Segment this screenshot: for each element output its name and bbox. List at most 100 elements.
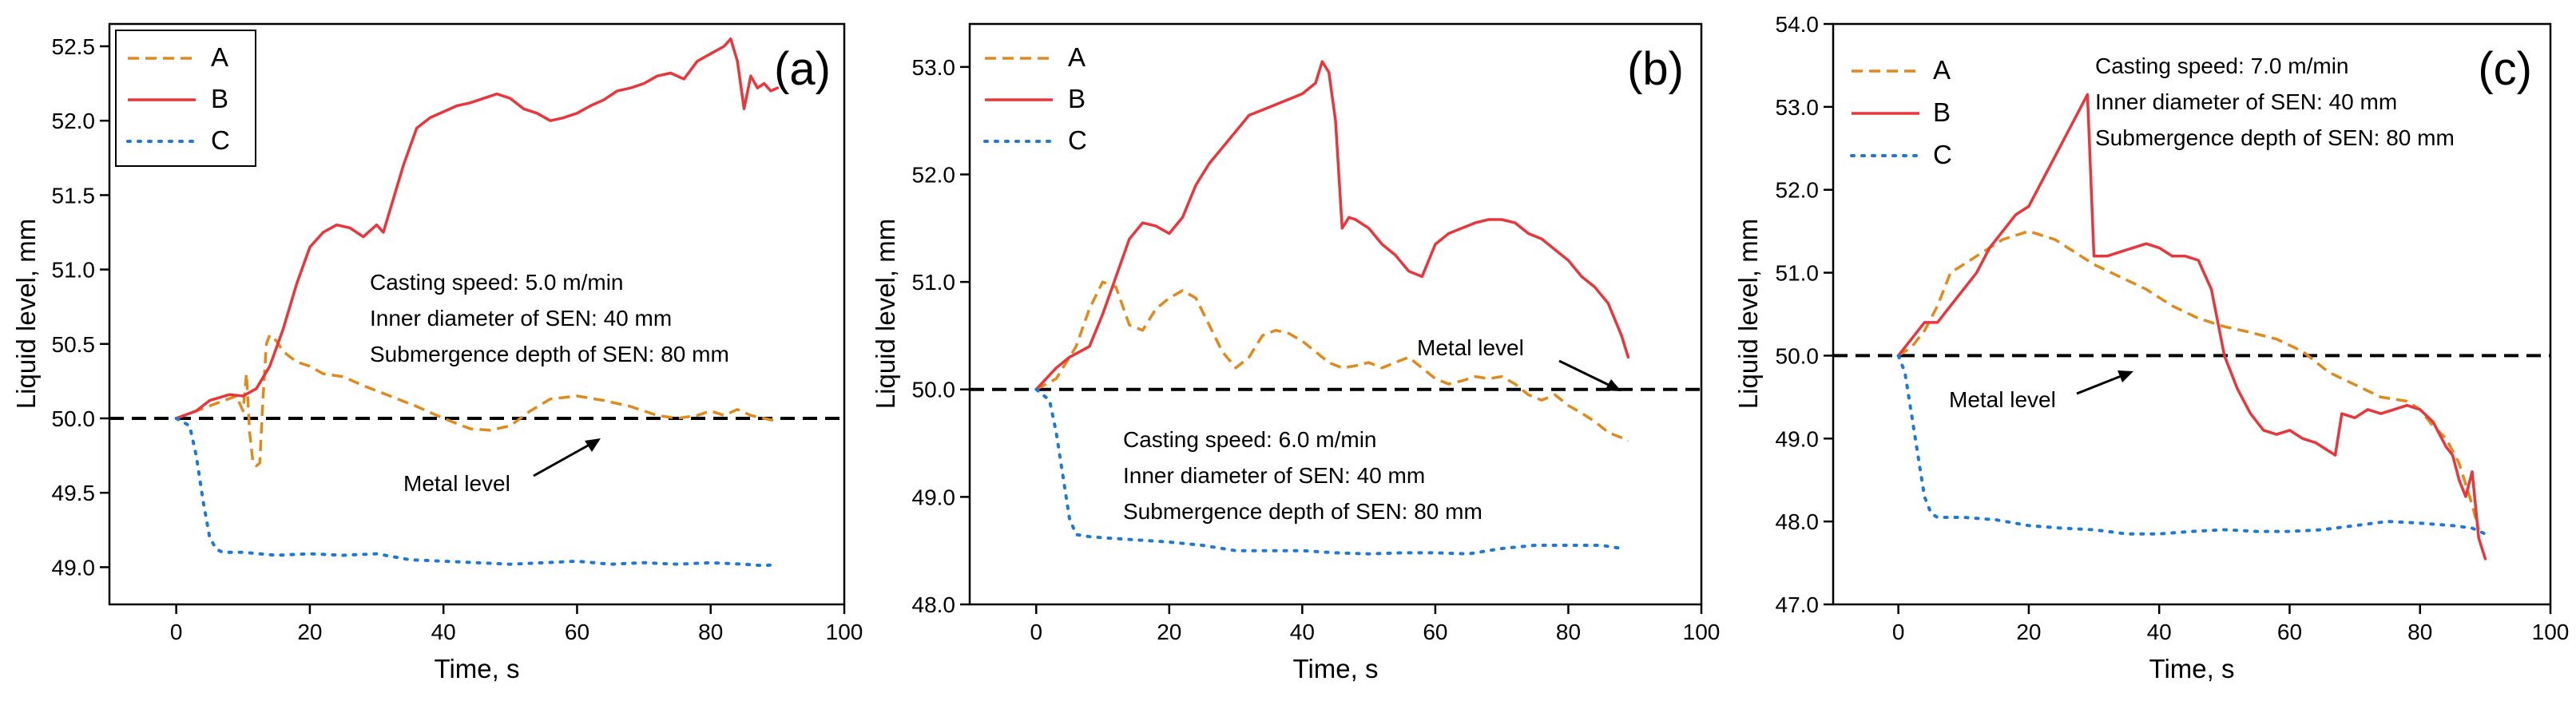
annotation-submergence-depth-a: Submergence depth of SEN: 80 mm	[370, 342, 729, 366]
series-b-line-c	[1896, 93, 2487, 560]
x-tick-label-b-3: 60	[1423, 620, 1447, 644]
x-tick-label-a-0: 0	[170, 620, 183, 644]
x-axis-c: 0 20 40 60 80 100	[1892, 604, 2570, 644]
panel-label-c: (c)	[2478, 43, 2532, 95]
x-tick-label-c-2: 40	[2147, 620, 2172, 644]
legend-box-c	[1839, 42, 1976, 177]
legend-label-series-c: C	[1068, 125, 1087, 155]
legend-label-series-c: C	[211, 125, 230, 155]
series-b-line-a	[174, 37, 780, 420]
y-tick-label-c-7: 54.0	[1776, 12, 1820, 37]
series-b-line-b	[1034, 60, 1630, 391]
annotation-inner-diameter-b: Inner diameter of SEN: 40 mm	[1123, 463, 1425, 488]
annotation-submergence-depth-c: Submergence depth of SEN: 80 mm	[2095, 125, 2455, 150]
x-axis-title-c: Time, s	[2149, 654, 2235, 683]
series-a-line-b	[1035, 280, 1629, 442]
legend-box-a	[115, 30, 256, 167]
series-c-line-c	[1896, 354, 2487, 536]
y-tick-label-a-4: 51.0	[52, 258, 96, 283]
y-tick-label-c-0: 47.0	[1776, 592, 1820, 617]
x-tick-label-c-1: 20	[2016, 620, 2041, 644]
y-axis-a: 49.0 49.5 50.0 50.5 51.0 51.5 52.0 52.5	[52, 34, 109, 580]
legend-label-series-b: B	[1068, 84, 1086, 113]
y-axis-title-c: Liquid level, mm	[1733, 219, 1763, 409]
y-tick-label-c-3: 50.0	[1776, 343, 1820, 368]
legend-label-series-a: A	[1068, 42, 1086, 72]
plot-frame-b	[968, 22, 1703, 606]
metal-level-arrow-b	[1558, 359, 1621, 391]
y-tick-label-c-1: 48.0	[1776, 509, 1820, 534]
chart-panel-c: 0 20 40 60 80 100 47.0 48.0 49.0 50.0 51.0 52.0 53.…	[1733, 12, 2569, 683]
y-tick-label-a-2: 50.0	[52, 406, 96, 431]
y-axis-c: 47.0 48.0 49.0 50.0 51.0 52.0 53.0 54.0	[1776, 12, 1833, 617]
x-tick-label-c-4: 80	[2407, 620, 2432, 644]
y-tick-label-b-3: 51.0	[912, 270, 956, 295]
y-tick-label-a-7: 52.5	[52, 34, 96, 59]
y-tick-label-c-4: 51.0	[1776, 261, 1820, 286]
legend-b: A B C	[972, 30, 1109, 166]
x-tick-label-c-3: 60	[2277, 620, 2302, 644]
y-tick-label-b-4: 52.0	[912, 162, 956, 187]
series-c-line-a	[174, 417, 780, 568]
x-tick-label-b-0: 0	[1030, 620, 1042, 644]
annotation-submergence-depth-b: Submergence depth of SEN: 80 mm	[1123, 499, 1482, 524]
y-tick-label-a-3: 50.5	[52, 332, 96, 357]
legend-label-series-a: A	[1933, 55, 1951, 85]
annotation-inner-diameter-a: Inner diameter of SEN: 40 mm	[370, 306, 672, 331]
chart-panel-b: 0 20 40 60 80 100 48.0 49.0 50.0 51.0 52.0 53.0 A …	[871, 22, 1720, 683]
y-tick-label-c-6: 53.0	[1776, 95, 1820, 120]
x-axis-a: 0 20 40 60 80 100	[170, 604, 863, 644]
y-axis-title-a: Liquid level, mm	[11, 219, 41, 409]
x-tick-label-a-2: 40	[431, 620, 456, 644]
legend-label-series-b: B	[211, 84, 228, 113]
x-axis-b: 0 20 40 60 80 100	[1030, 604, 1720, 644]
chart-panel-a: 0 20 40 60 80 100 49.0 49.5 50.0 50.5 51.0 51.5 52.…	[11, 22, 863, 683]
metal-level-arrow-c	[2076, 370, 2133, 395]
legend-label-series-a: A	[211, 42, 228, 72]
legend-c: A B C	[1839, 42, 1976, 177]
x-axis-title-b: Time, s	[1293, 654, 1379, 683]
annotation-casting-speed-a: Casting speed: 5.0 m/min	[370, 270, 624, 295]
x-tick-label-a-1: 20	[297, 620, 322, 644]
annotation-casting-speed-c: Casting speed: 7.0 m/min	[2095, 53, 2349, 78]
y-tick-label-b-2: 50.0	[912, 378, 956, 402]
metal-level-arrow-a	[533, 438, 601, 477]
x-tick-label-b-2: 40	[1290, 620, 1315, 644]
plot-frame-c	[1832, 22, 2552, 606]
y-tick-label-c-5: 52.0	[1776, 178, 1820, 203]
y-tick-label-a-6: 52.0	[52, 109, 96, 133]
panel-label-a: (a)	[774, 43, 831, 95]
x-tick-label-b-4: 80	[1556, 620, 1581, 644]
annotation-casting-speed-b: Casting speed: 6.0 m/min	[1123, 427, 1377, 452]
y-tick-label-c-2: 49.0	[1776, 426, 1820, 451]
x-tick-label-a-4: 80	[698, 620, 723, 644]
metal-level-label-a: Metal level	[403, 471, 510, 496]
legend-a: A B C	[115, 30, 256, 167]
metal-level-label-b: Metal level	[1417, 335, 1524, 360]
y-tick-label-b-5: 53.0	[912, 55, 956, 80]
series-a-line-c	[1897, 229, 2480, 530]
plot-frame-a	[108, 22, 846, 606]
y-tick-label-b-0: 48.0	[912, 592, 956, 617]
metal-level-label-c: Metal level	[1949, 387, 2056, 412]
y-tick-label-a-1: 49.5	[52, 481, 96, 505]
x-tick-label-c-5: 100	[2532, 620, 2570, 644]
x-tick-label-b-5: 100	[1683, 620, 1721, 644]
x-tick-label-b-1: 20	[1157, 620, 1181, 644]
legend-label-series-c: C	[1933, 140, 1952, 169]
x-tick-label-a-3: 60	[565, 620, 589, 644]
y-tick-label-b-1: 49.0	[912, 485, 956, 509]
legend-box-b	[972, 30, 1109, 166]
x-axis-title-a: Time, s	[435, 654, 520, 683]
annotation-inner-diameter-c: Inner diameter of SEN: 40 mm	[2095, 89, 2397, 114]
x-tick-label-a-5: 100	[826, 620, 863, 644]
x-tick-label-c-0: 0	[1892, 620, 1905, 644]
series-c-line-b	[1034, 387, 1624, 556]
y-tick-label-a-5: 51.5	[52, 183, 96, 208]
y-axis-title-b: Liquid level, mm	[871, 219, 900, 409]
panel-label-b: (b)	[1627, 43, 1684, 95]
y-tick-label-a-0: 49.0	[52, 555, 96, 580]
legend-label-series-b: B	[1933, 97, 1951, 127]
y-axis-b: 48.0 49.0 50.0 51.0 52.0 53.0	[912, 55, 970, 617]
